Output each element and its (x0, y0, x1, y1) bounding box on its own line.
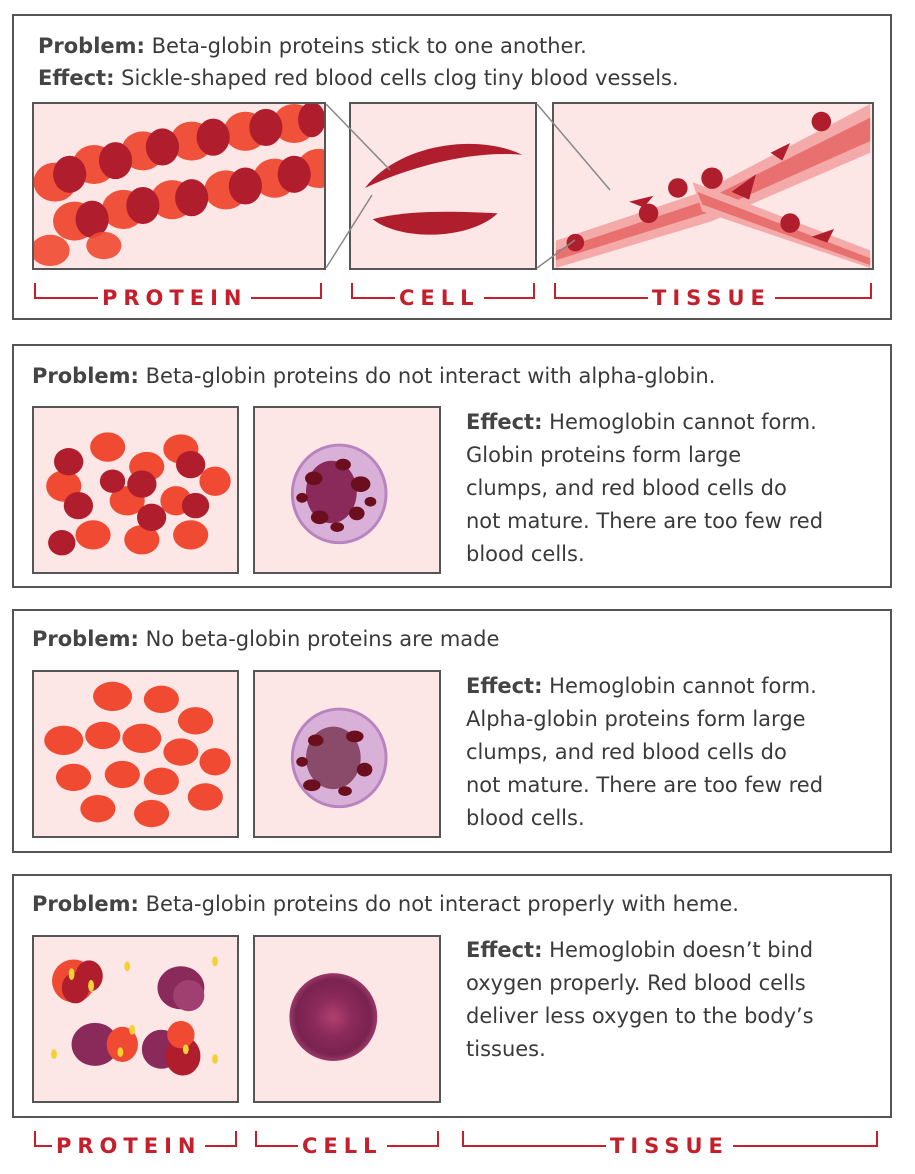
row2-effect: Effect: Hemoglobin cannot form. Globin p… (466, 406, 823, 571)
row1-cell-image (349, 102, 537, 270)
alpha-clumps-illustration (44, 681, 231, 828)
problem-label: Problem: (38, 34, 145, 58)
effect-text: Sickle-shaped red blood cells clog tiny … (121, 66, 679, 90)
row1-protein-image (32, 102, 326, 270)
row3-protein-image (32, 670, 239, 838)
row2-cell-image (253, 406, 441, 574)
row4-protein-image (32, 935, 239, 1103)
bottom-label-tissue: TISSUE (606, 1134, 733, 1158)
row1-tissue-image (552, 102, 874, 270)
row2-problem: Problem: Beta-globin proteins do not int… (32, 360, 715, 393)
problem-text: Beta-globin proteins stick to one anothe… (151, 34, 587, 58)
sickle-cell-illustration (364, 143, 523, 235)
immature-cell-illustration (290, 443, 388, 545)
effect-line: oxygen properly. Red blood cells (466, 971, 806, 995)
hemoglobin-tetramer-illustration (51, 956, 218, 1076)
effect-line: not mature. There are too few red (466, 773, 824, 797)
row2-protein-image (32, 406, 239, 574)
effect-line: blood cells. (466, 542, 585, 566)
problem-label: Problem: (32, 627, 139, 651)
problem-text: Beta-globin proteins do not interact wit… (145, 364, 716, 388)
protein-clumps-illustration (46, 432, 231, 556)
row3-cell-image (253, 670, 441, 838)
effect-line: not mature. There are too few red (466, 509, 824, 533)
problem-label: Problem: (32, 364, 139, 388)
problem-text: Beta-globin proteins do not interact pro… (145, 892, 739, 916)
problem-text: No beta-globin proteins are made (145, 627, 500, 651)
row4-problem: Problem: Beta-globin proteins do not int… (32, 888, 739, 921)
effect-line: Alpha-globin proteins form large (466, 707, 806, 731)
effect-line: deliver less oxygen to the body’s (466, 1004, 814, 1028)
effect-label: Effect: (466, 938, 543, 962)
effect-line: Globin proteins form large (466, 443, 742, 467)
effect-line: clumps, and red blood cells do (466, 476, 787, 500)
bottom-label-protein: PROTEIN (52, 1134, 206, 1158)
label-protein: PROTEIN (98, 286, 252, 310)
effect-label: Effect: (466, 410, 543, 434)
label-cell: CELL (395, 286, 484, 310)
effect-line: clumps, and red blood cells do (466, 740, 787, 764)
row4-effect: Effect: Hemoglobin doesn’t bind oxygen p… (466, 934, 814, 1066)
immature-cell-illustration (290, 707, 388, 809)
effect-line: blood cells. (466, 806, 585, 830)
effect-line: Hemoglobin cannot form. (549, 410, 817, 434)
problem-label: Problem: (32, 892, 139, 916)
effect-line: Hemoglobin cannot form. (549, 674, 817, 698)
effect-label: Effect: (466, 674, 543, 698)
row1-problem: Problem: Beta-globin proteins stick to o… (38, 30, 587, 63)
row1-effect: Effect: Sickle-shaped red blood cells cl… (38, 62, 679, 95)
effect-line: tissues. (466, 1037, 546, 1061)
row3-problem: Problem: No beta-globin proteins are mad… (32, 623, 499, 656)
row4-cell-image (253, 935, 441, 1103)
effect-label: Effect: (38, 66, 115, 90)
row3-effect: Effect: Hemoglobin cannot form. Alpha-gl… (466, 670, 823, 835)
blood-vessel-illustration (555, 104, 871, 268)
label-tissue: TISSUE (648, 286, 775, 310)
red-blood-cell-illustration (289, 973, 378, 1061)
bottom-label-cell: CELL (298, 1134, 387, 1158)
effect-line: Hemoglobin doesn’t bind (549, 938, 814, 962)
protein-chain-illustration (34, 104, 324, 267)
